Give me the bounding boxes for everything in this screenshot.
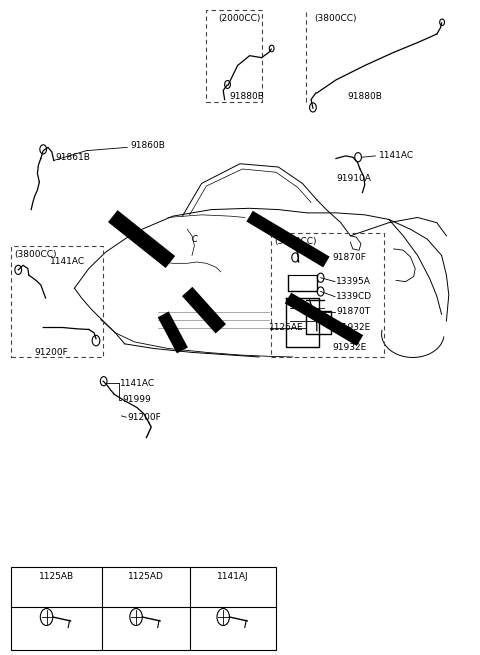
Text: 1339CD: 1339CD	[336, 292, 372, 301]
Bar	[11, 567, 276, 650]
Text: (3800CC): (3800CC)	[314, 14, 357, 24]
Text: (3800CC): (3800CC)	[14, 250, 57, 259]
Text: (3800CC): (3800CC)	[275, 237, 317, 246]
Text: 91910A: 91910A	[336, 174, 371, 183]
Text: 1125AD: 1125AD	[128, 572, 164, 581]
Text: C: C	[192, 234, 197, 244]
Text: 1125AE: 1125AE	[269, 323, 303, 332]
Text: 91860B: 91860B	[131, 141, 166, 150]
Text: 91932E: 91932E	[332, 343, 366, 352]
Text: 1141AC: 1141AC	[120, 379, 155, 388]
Text: 91932E: 91932E	[336, 323, 370, 332]
Text: 91999: 91999	[122, 395, 151, 404]
Text: 1141AC: 1141AC	[379, 151, 414, 160]
Text: (2000CC): (2000CC)	[218, 14, 261, 24]
Text: 13395A: 13395A	[336, 277, 371, 286]
Text: 91861B: 91861B	[55, 153, 90, 162]
Text: 91880B: 91880B	[230, 92, 264, 101]
Text: 1141AJ: 1141AJ	[217, 572, 249, 581]
Text: 91870T: 91870T	[336, 307, 370, 316]
Text: 1125AB: 1125AB	[38, 572, 74, 581]
Text: 91870F: 91870F	[332, 253, 366, 262]
Text: 91200F: 91200F	[35, 348, 68, 357]
Text: 91880B: 91880B	[348, 92, 382, 101]
Text: 91200F: 91200F	[127, 413, 161, 422]
Text: 1141AC: 1141AC	[50, 257, 85, 267]
